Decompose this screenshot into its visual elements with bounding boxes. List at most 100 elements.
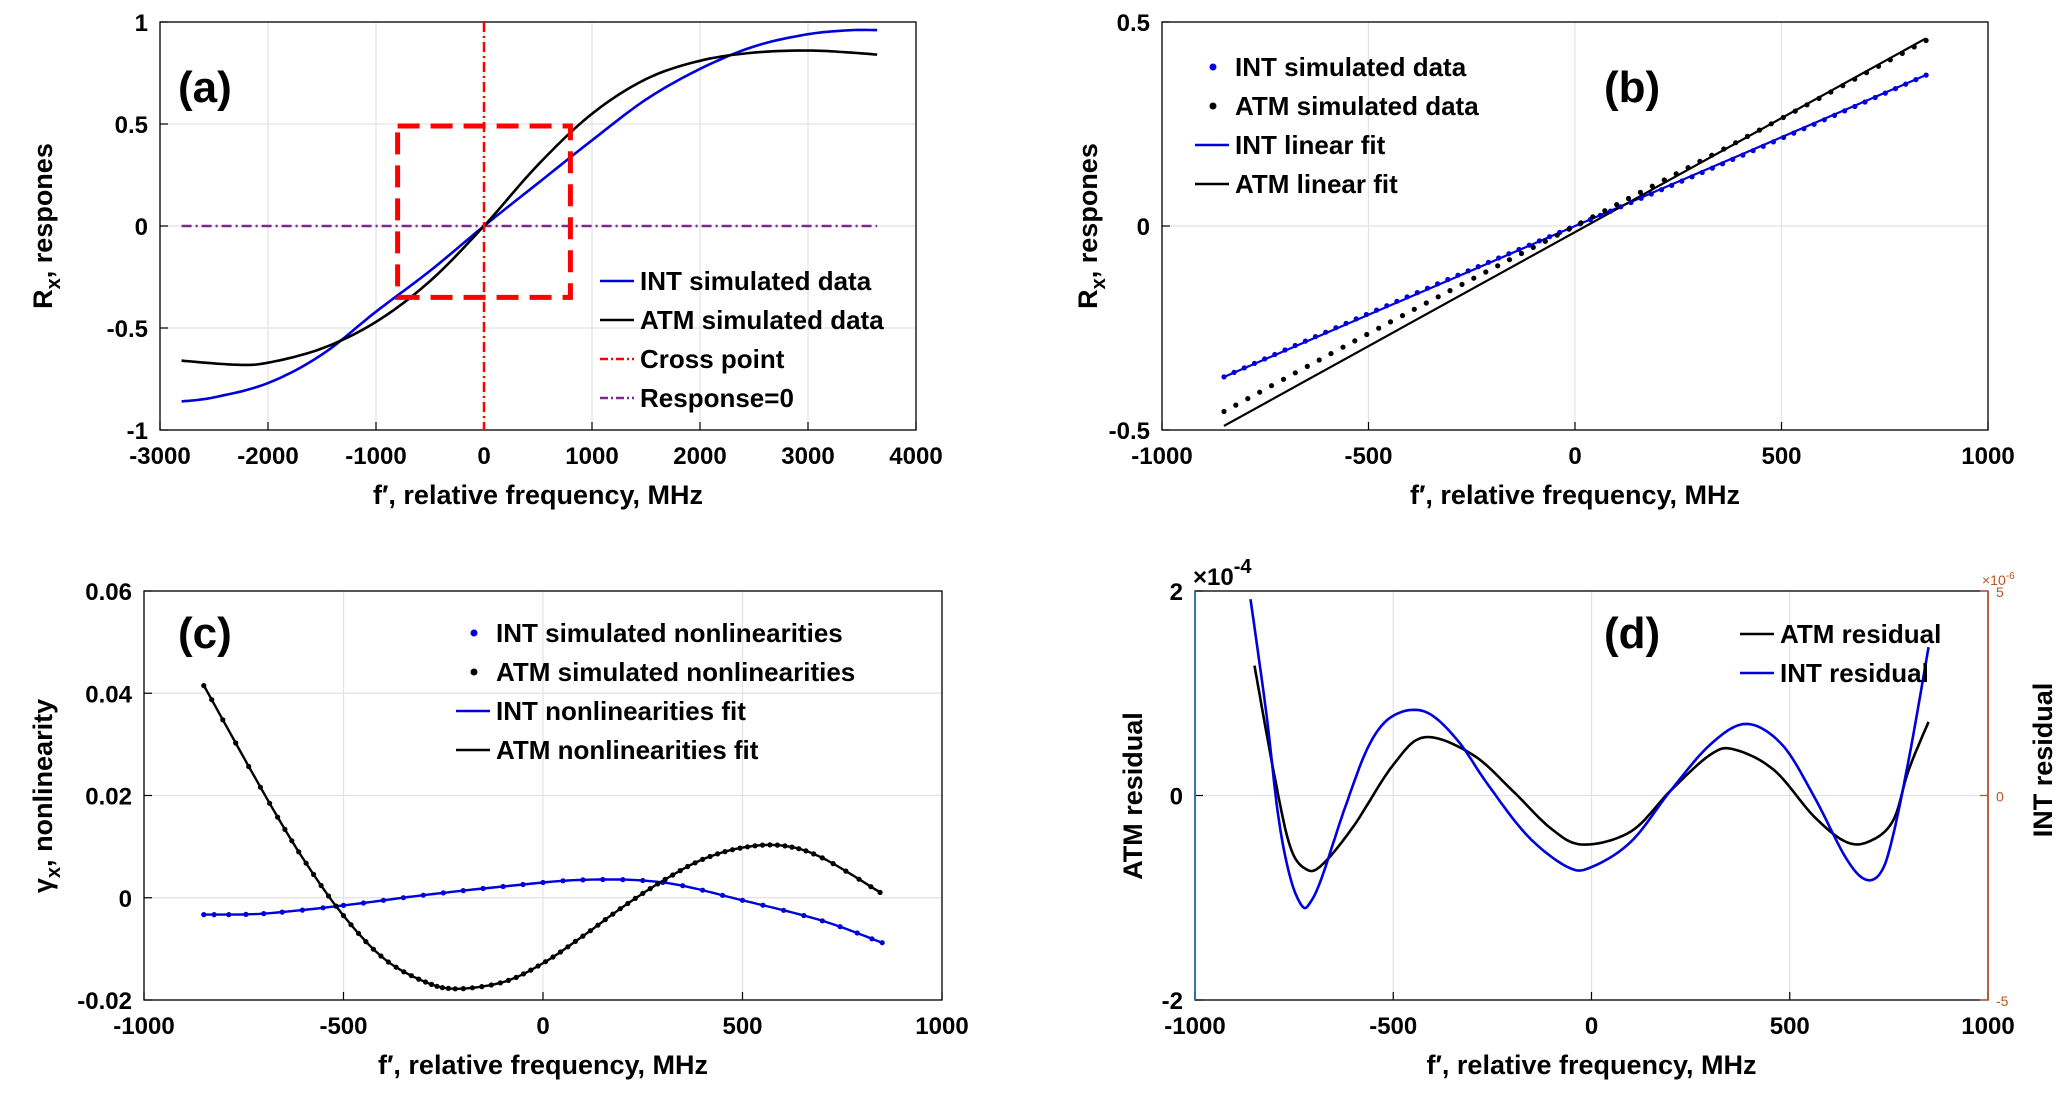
atm-nonlinearity-point [595,922,601,928]
atm-nonlinearity-point [692,860,698,866]
atm-nonlinearity-point [759,842,766,848]
int-data-point [1506,251,1512,257]
panel-label-b: (b) [1604,63,1660,112]
chart-panel-b: -1000 -500 0 500 1000 -0.5 0 0.5 f′, relative fr… [1073,10,2015,510]
atm-nonlinearity-point [610,911,616,917]
atm-nonlinearity-point [513,974,519,981]
y-axis-label-b: Rx, respones [1073,143,1110,309]
int-nonlinearity-point [261,911,267,917]
atm-data-point [1768,121,1774,127]
atm-nonlinearity-point [789,844,795,850]
atm-data-point [1399,313,1406,319]
int-nonlinearity-point [360,900,367,906]
atm-data-point [1863,70,1870,76]
int-nonlinearity-point [700,887,706,893]
atm-nonlinearity-point [452,986,458,992]
atm-nonlinearity-point [370,946,376,952]
atm-data-point [1756,127,1762,133]
atm-nonlinearity-point [311,871,317,878]
legend-label-a: Cross point [640,344,785,374]
atm-nonlinearity-point [303,860,309,866]
atm-nonlinearity-point [685,863,691,870]
atm-data-point [1709,152,1715,158]
atm-data-point [1911,44,1917,50]
atm-data-point [1578,220,1584,226]
int-data-point [1821,117,1827,123]
int-data-point [1312,334,1319,340]
int-nonlinearity-point [719,892,726,898]
int-simulated-line [181,28,878,403]
legend-label-b: INT linear fit [1235,130,1386,160]
atm-nonlinearity-point [752,843,758,849]
int-data-point [1384,303,1390,309]
right-tick-label-d: 5 [1996,584,2004,600]
zoom-box [395,123,573,300]
legend-label-b: ATM linear fit [1235,169,1398,199]
int-data-point [1730,156,1736,162]
panel-label-c: (c) [178,609,232,658]
x-tick-label-d: -500 [1369,1013,1417,1040]
y-axis-label-main: R [1073,289,1103,309]
atm-data-point [1316,357,1322,363]
atm-nonlinearity-point [497,980,503,986]
atm-data-point [1304,363,1310,369]
y-tick-label-b: 0.5 [1117,10,1150,37]
int-nonlinearity-point [560,878,566,884]
atm-data-point [1542,238,1548,244]
atm-data-point [1411,306,1417,312]
int-nonlinearity-point [640,877,646,884]
atm-data-point [1590,214,1596,220]
int-nonlinearity-point [854,930,860,936]
atm-nonlinearity-point [378,953,384,959]
x-tick-label-a: 4000 [889,443,942,470]
atm-nonlinearity-point [655,881,661,887]
atm-data-point [1245,396,1251,402]
int-data-point [1648,191,1654,197]
int-data-point [1221,374,1227,380]
legend-label-b: INT simulated data [1235,52,1467,82]
y-tick-label-a: 1 [135,10,148,37]
int-data-point [1435,281,1441,287]
atm-nonlinearity-point [580,933,586,939]
atm-nonlinearity-point [550,954,556,960]
y-tick-label-c: 0.04 [85,681,132,708]
x-axis-label-d: f′, relative frequency, MHz [1426,1050,1756,1080]
int-nonlinearity-point [201,912,207,918]
atm-nonlinearity-point [520,971,527,977]
atm-data-point [1233,402,1239,408]
y-tick-label-a: -0.5 [107,316,148,343]
int-data-point [1231,369,1237,375]
atm-nonlinearity-point [868,884,874,890]
chart-panel-a: -3000 -2000 -1000 0 1000 2000 3000 4000 -1 -0.5 0 0… [28,10,943,510]
atm-data-point [1816,95,1822,101]
int-data-point [1699,169,1705,176]
y-tick-label-d: 2 [1170,579,1183,606]
int-data-point [1892,86,1899,92]
atm-data-point [1328,351,1334,357]
atm-nonlinearity-point [445,985,451,992]
x-tick-label-b: 500 [1761,443,1801,470]
y-tick-label-a: 0 [135,214,148,241]
int-data-point [1302,338,1308,344]
int-nonlinearity-point [380,897,386,903]
atm-nonlinearity-point [707,853,713,860]
atm-data-point [1280,376,1287,382]
x-tick-label-b: 1000 [1961,443,2014,470]
int-data-point [1526,242,1532,248]
int-nonlinearity-point [520,881,526,888]
left-exponent-d: ×10-4 [1193,556,1252,591]
atm-nonlinearity-point [877,889,883,896]
y-axis-label-main: R [28,289,58,309]
int-data-point [1628,199,1634,206]
legend-swatch-dot [470,629,478,637]
legend-label-d: INT residual [1780,658,1929,688]
y-tick-label-b: 0 [1137,214,1150,241]
atm-nonlinearity-point [439,985,445,991]
int-data-point [1404,294,1410,300]
legend-label-d: ATM residual [1780,619,1941,649]
int-data-point [1536,238,1542,244]
panel-label-a: (a) [178,63,232,112]
x-tick-label-c: -1000 [113,1013,174,1040]
int-data-point [1719,161,1726,167]
atm-nonlinearity-point [542,959,549,965]
